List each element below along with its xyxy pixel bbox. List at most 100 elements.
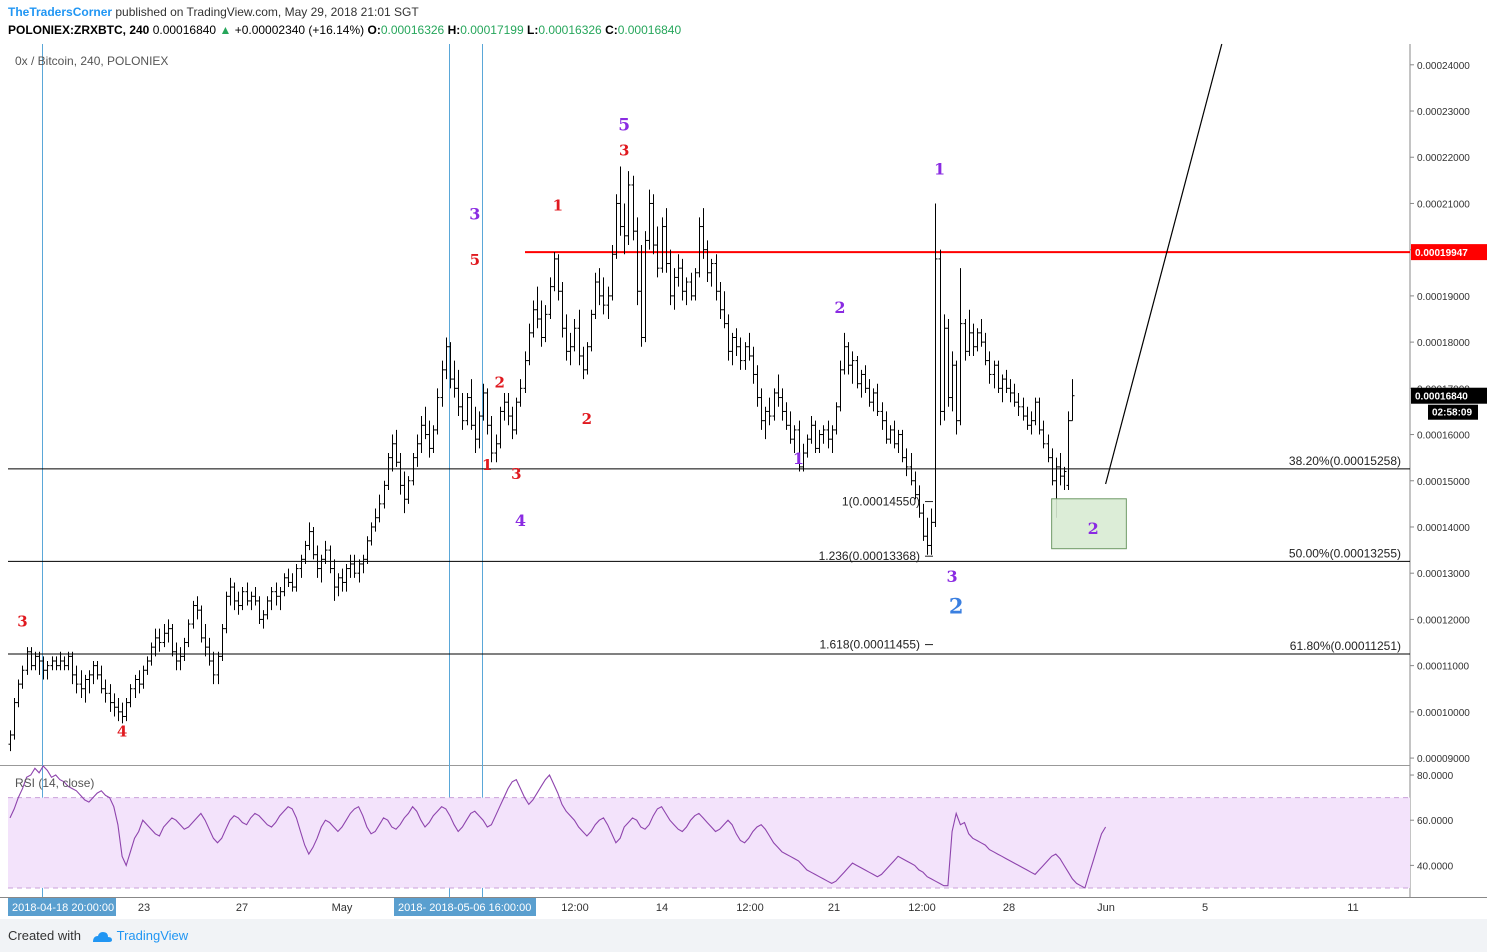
ohlc-bar <box>938 249 943 426</box>
ohlc-bar <box>282 573 287 597</box>
price-tick-label: 0.00021000 <box>1417 199 1470 210</box>
ohlc-bar <box>1000 374 1005 403</box>
ohlc-bar <box>465 392 470 426</box>
ohlc-bar <box>610 245 615 301</box>
ohlc-bar <box>709 258 714 287</box>
ohlc-bar <box>485 388 490 435</box>
ohlc-bar <box>618 166 623 236</box>
close-value: 0.00016840 <box>617 23 682 37</box>
ohlc-bar <box>743 342 748 370</box>
ohlc-bar <box>772 388 777 421</box>
last-price-badge: 0.00016840 <box>1415 392 1468 403</box>
ohlc-bar <box>299 554 304 578</box>
ohlc-bar <box>593 272 598 319</box>
ohlc-bar <box>697 217 702 278</box>
ohlc-bar <box>423 406 428 440</box>
countdown-badge: 02:58:09 <box>1432 408 1472 419</box>
ohlc-bar <box>871 388 876 412</box>
ohlc-bar <box>95 661 100 680</box>
rsi-band <box>8 797 1410 888</box>
ohlc-bar <box>896 429 901 454</box>
ohlc-bar <box>41 656 46 680</box>
open-label: O: <box>367 23 381 37</box>
extension-label: 1.618(0.00011455) <box>819 638 920 652</box>
wave-label: 4 <box>117 722 127 740</box>
ohlc-bar <box>589 309 594 352</box>
ohlc-bar <box>747 332 752 361</box>
created-with-text: Created with <box>8 928 81 943</box>
ohlc-bar <box>365 536 370 564</box>
ohlc-bar <box>635 217 640 306</box>
open-value: 0.00016326 <box>380 23 445 37</box>
ohlc-bar <box>133 674 138 698</box>
ohlc-bar <box>601 277 606 315</box>
high-label: H: <box>447 23 461 37</box>
chart-title: 0x / Bitcoin, 240, POLONIEX <box>15 54 168 68</box>
ohlc-bar <box>406 476 411 504</box>
ohlc-bar <box>888 425 893 444</box>
time-tick-label: 14 <box>656 902 668 914</box>
ohlc-bar <box>929 508 934 555</box>
publish-line: TheTradersCorner published on TradingVie… <box>8 5 419 19</box>
ohlc-bar <box>336 573 341 597</box>
ohlc-bar <box>1041 420 1046 449</box>
publish-header: TheTradersCorner published on TradingVie… <box>0 0 1487 44</box>
ohlc-bar <box>655 226 660 278</box>
ohlc-bar <box>50 656 55 671</box>
high-value: 0.00017199 <box>460 23 524 37</box>
ohlc-bar <box>257 596 262 625</box>
ohlc-bar <box>357 559 362 583</box>
ohlc-bar <box>933 203 938 527</box>
ohlc-bar <box>626 171 631 246</box>
cursor-date-bg <box>394 898 536 916</box>
ohlc-bar <box>182 637 187 662</box>
ohlc-bar <box>323 540 328 564</box>
price-tick-label: 0.00016000 <box>1417 431 1470 442</box>
price-chart[interactable]: RSI (14, close) 80.0000 60.0000 40.0000 38.… <box>0 0 1487 919</box>
ohlc-bar <box>386 453 391 491</box>
ohlc-bar <box>220 624 225 662</box>
ohlc-bar <box>693 268 698 301</box>
ohlc-bar <box>112 693 117 717</box>
ohlc-bar <box>149 642 154 666</box>
ohlc-bar <box>622 203 627 255</box>
time-axis: 23 27 May 12:00 14 12:00 21 12:00 28 Jun 5 11 2018-0… <box>8 898 1359 916</box>
ohlc-bar <box>954 360 959 435</box>
wave-label: 1 <box>482 456 492 474</box>
ohlc-bar <box>718 282 723 319</box>
ohlc-bar <box>232 582 237 611</box>
rsi-label: RSI (14, close) <box>15 776 94 790</box>
ohlc-bar <box>58 651 63 671</box>
tradingview-brand[interactable]: TradingView <box>116 928 189 943</box>
ohlc-bar <box>12 697 17 740</box>
ohlc-bar <box>348 554 353 578</box>
ohlc-bar <box>880 402 885 430</box>
ohlc-bar <box>294 563 299 592</box>
ohlc-bar <box>240 587 245 611</box>
ohlc-bar <box>427 420 432 458</box>
ohlc-bar <box>398 453 403 495</box>
ohlc-bar <box>253 587 258 606</box>
ohlc-bar <box>278 587 283 611</box>
ohlc-bar <box>1016 392 1021 417</box>
time-tick-label: Jun <box>1097 902 1115 914</box>
symbol-quote-line: POLONIEX:ZRXBTC, 240 0.00016840 ▲ +0.000… <box>8 23 681 37</box>
ohlc-bar <box>108 684 113 712</box>
ohlc-bar <box>29 647 34 671</box>
wave-label: 3 <box>511 465 521 483</box>
ohlc-bar <box>216 651 221 685</box>
author-link[interactable]: TheTradersCorner <box>8 5 113 19</box>
ohlc-bar <box>66 651 71 671</box>
ohlc-bar <box>1025 406 1030 430</box>
symbol-label: POLONIEX:ZRXBTC, 240 <box>8 23 150 37</box>
time-tick-label: 23 <box>138 902 150 914</box>
wave-label: 4 <box>515 511 526 530</box>
ohlc-bar <box>834 402 839 435</box>
ohlc-bar <box>186 619 191 648</box>
ohlc-bar <box>581 346 586 380</box>
tradingview-logo-icon <box>92 931 112 942</box>
ohlc-bar <box>784 402 789 430</box>
wave-label: 1 <box>793 449 804 468</box>
ohlc-bar <box>958 268 963 426</box>
ohlc-bar <box>145 656 150 675</box>
